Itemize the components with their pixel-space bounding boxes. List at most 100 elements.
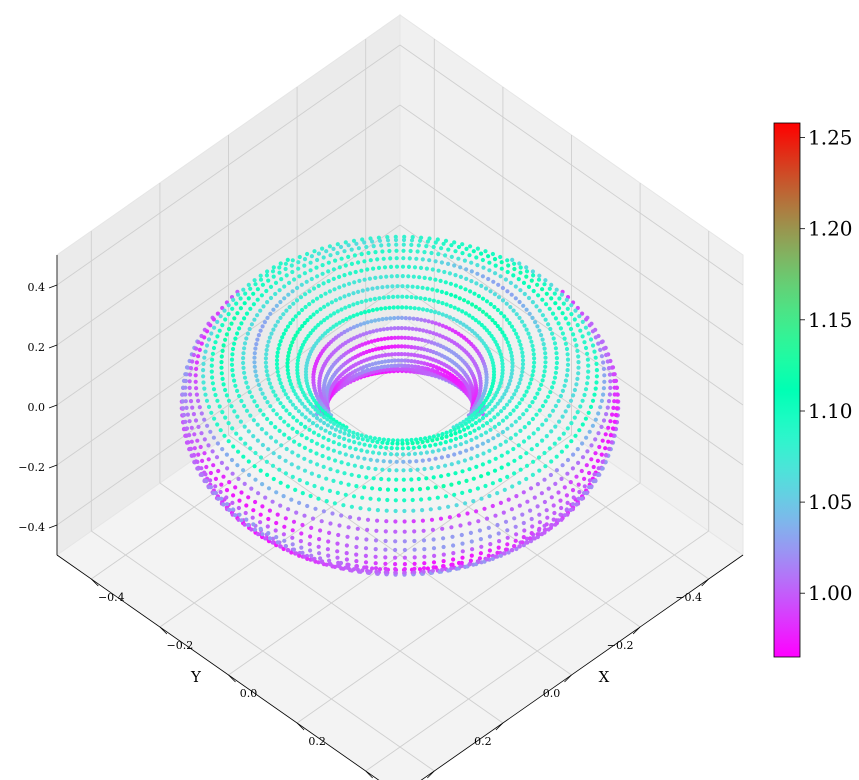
torus-point	[281, 404, 286, 409]
torus-point	[270, 269, 276, 274]
torus-point	[590, 398, 596, 403]
torus-point	[441, 552, 446, 557]
torus-point	[536, 293, 541, 298]
torus-point	[547, 306, 552, 311]
torus-point	[547, 286, 552, 291]
torus-point	[463, 433, 468, 438]
torus-point	[191, 352, 196, 358]
torus-point	[329, 425, 334, 430]
torus-point	[360, 237, 365, 242]
torus-point	[322, 420, 327, 426]
torus-point	[490, 251, 495, 257]
torus-point	[585, 381, 590, 386]
torus-point	[364, 537, 369, 542]
torus-point	[553, 424, 558, 429]
torus-point	[248, 413, 253, 418]
torus-point	[474, 255, 479, 260]
torus-point	[408, 468, 413, 473]
torus-point	[388, 452, 394, 457]
torus-point	[267, 381, 272, 386]
torus-point	[328, 253, 333, 258]
torus-point	[305, 481, 310, 486]
torus-point	[364, 298, 369, 303]
torus-point	[507, 382, 512, 387]
torus-point	[268, 284, 274, 289]
torus-point	[246, 495, 251, 500]
torus-point	[403, 363, 408, 368]
torus-point	[335, 251, 340, 256]
z-tick	[48, 524, 58, 529]
torus-point	[412, 570, 417, 575]
torus-point	[366, 466, 371, 471]
torus-point	[209, 410, 214, 415]
torus-point	[412, 547, 417, 552]
torus-point	[359, 311, 364, 316]
torus-point	[385, 367, 390, 372]
torus-point	[204, 479, 209, 484]
torus-point	[287, 305, 292, 310]
torus-point	[237, 512, 242, 517]
torus-point	[575, 348, 580, 353]
torus-point	[542, 369, 547, 374]
torus-point	[400, 441, 405, 446]
torus-point	[409, 359, 414, 364]
torus-point	[546, 486, 551, 491]
torus-point	[285, 368, 290, 373]
torus-point	[460, 251, 465, 256]
torus-point	[235, 311, 240, 316]
torus-point	[517, 339, 522, 344]
torus-point	[580, 319, 585, 324]
torus-point	[300, 324, 305, 329]
torus-point	[255, 313, 260, 318]
torus-point	[402, 562, 407, 567]
torus-point	[613, 412, 619, 418]
torus-point	[270, 536, 276, 541]
torus-point	[486, 471, 491, 476]
torus-point	[281, 532, 286, 537]
torus-point	[244, 503, 249, 508]
torus-point	[382, 336, 387, 341]
torus-point	[557, 419, 562, 424]
torus-point	[484, 413, 489, 418]
torus-point	[458, 564, 463, 569]
torus-point	[500, 371, 505, 376]
torus-point	[405, 284, 410, 289]
torus-point	[378, 445, 383, 450]
torus-point	[486, 525, 491, 531]
torus-point	[200, 472, 205, 477]
torus-point	[503, 547, 509, 552]
torus-point	[535, 532, 540, 537]
torus-point	[331, 276, 336, 281]
torus-point	[375, 257, 380, 262]
torus-point	[469, 260, 474, 265]
torus-point	[297, 274, 302, 279]
torus-point	[221, 343, 226, 348]
torus-point	[574, 343, 579, 348]
y-tick-label: −0.4	[675, 591, 702, 604]
torus-point	[601, 386, 607, 391]
torus-point	[252, 355, 257, 360]
torus-point	[482, 407, 487, 412]
torus-point	[396, 352, 401, 357]
torus-point	[232, 378, 237, 383]
torus-point	[395, 438, 400, 443]
torus-point	[302, 554, 307, 559]
torus-point	[202, 417, 207, 422]
torus-point	[471, 476, 476, 481]
torus-point	[447, 326, 452, 331]
torus-point	[251, 508, 256, 513]
torus-point	[436, 252, 441, 257]
torus-point	[271, 307, 276, 312]
torus-point	[318, 418, 323, 423]
torus-point	[215, 441, 220, 446]
torus-point	[224, 332, 229, 337]
torus-point	[377, 238, 383, 243]
torus-point	[253, 527, 258, 532]
torus-point	[447, 271, 452, 276]
torus-point	[548, 390, 553, 395]
torus-point	[477, 418, 482, 423]
torus-point	[415, 249, 420, 254]
torus-point	[221, 474, 226, 479]
torus-point	[346, 525, 351, 530]
torus-point	[335, 541, 340, 546]
